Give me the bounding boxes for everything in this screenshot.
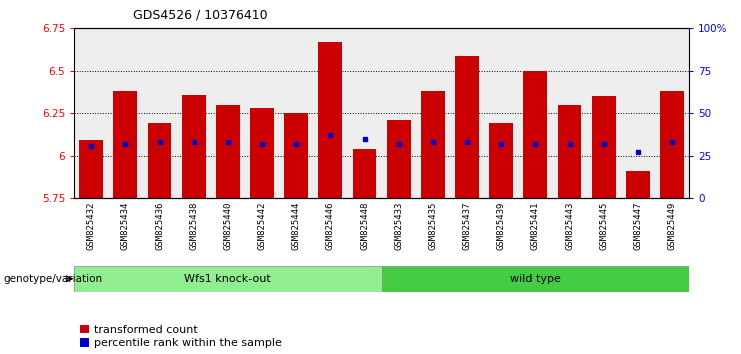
Bar: [450, 28, 484, 198]
Bar: [387, 120, 411, 198]
Text: GSM825442: GSM825442: [258, 201, 267, 250]
Bar: [489, 124, 514, 198]
Bar: [553, 28, 587, 198]
Text: GSM825435: GSM825435: [428, 201, 437, 250]
Bar: [108, 28, 142, 198]
Bar: [655, 28, 689, 198]
Text: genotype/variation: genotype/variation: [4, 274, 103, 284]
Bar: [182, 95, 206, 198]
Bar: [216, 105, 240, 198]
Text: GSM825445: GSM825445: [599, 201, 608, 250]
Text: GSM825436: GSM825436: [155, 201, 164, 250]
Bar: [279, 28, 313, 198]
Text: GSM825441: GSM825441: [531, 201, 540, 250]
Bar: [147, 124, 171, 198]
Bar: [621, 28, 655, 198]
Bar: [319, 42, 342, 198]
Bar: [348, 28, 382, 198]
Text: Wfs1 knock-out: Wfs1 knock-out: [185, 274, 271, 284]
Bar: [176, 28, 210, 198]
Bar: [592, 96, 616, 198]
Bar: [416, 28, 450, 198]
Bar: [79, 141, 103, 198]
Legend: transformed count, percentile rank within the sample: transformed count, percentile rank withi…: [79, 325, 282, 348]
Text: GSM825433: GSM825433: [394, 201, 403, 250]
Bar: [285, 113, 308, 198]
Text: GSM825440: GSM825440: [223, 201, 233, 250]
Text: GDS4526 / 10376410: GDS4526 / 10376410: [133, 9, 268, 22]
Bar: [518, 28, 553, 198]
Bar: [587, 28, 621, 198]
Bar: [421, 91, 445, 198]
Text: GSM825447: GSM825447: [634, 201, 642, 250]
Bar: [382, 266, 689, 292]
Bar: [660, 91, 684, 198]
Bar: [382, 28, 416, 198]
Text: GSM825449: GSM825449: [668, 201, 677, 250]
Text: wild type: wild type: [510, 274, 561, 284]
Text: GSM825443: GSM825443: [565, 201, 574, 250]
Text: GSM825448: GSM825448: [360, 201, 369, 250]
Bar: [557, 105, 582, 198]
Bar: [353, 149, 376, 198]
Text: GSM825439: GSM825439: [496, 201, 505, 250]
Bar: [245, 28, 279, 198]
Bar: [210, 28, 245, 198]
Text: GSM825432: GSM825432: [87, 201, 96, 250]
Bar: [313, 28, 348, 198]
Bar: [523, 71, 548, 198]
Bar: [455, 56, 479, 198]
Bar: [142, 28, 176, 198]
Bar: [484, 28, 518, 198]
Text: GSM825438: GSM825438: [189, 201, 198, 250]
Text: GSM825437: GSM825437: [462, 201, 471, 250]
Bar: [74, 266, 382, 292]
Bar: [113, 91, 137, 198]
Text: GSM825444: GSM825444: [292, 201, 301, 250]
Text: GSM825446: GSM825446: [326, 201, 335, 250]
Bar: [74, 28, 108, 198]
Bar: [250, 108, 274, 198]
Text: GSM825434: GSM825434: [121, 201, 130, 250]
Bar: [626, 171, 650, 198]
